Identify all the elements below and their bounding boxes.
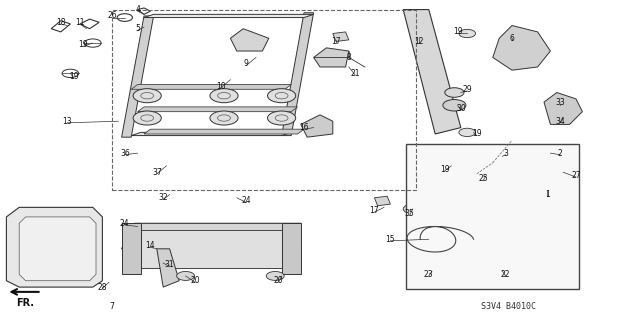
- Text: S3V4 B4010C: S3V4 B4010C: [481, 302, 536, 311]
- Text: 36: 36: [120, 149, 130, 158]
- Text: 8: 8: [346, 53, 351, 62]
- Text: 32: 32: [158, 193, 168, 202]
- Text: 19: 19: [68, 72, 79, 81]
- Text: 24: 24: [120, 219, 130, 228]
- Text: 21: 21: [351, 69, 360, 78]
- Polygon shape: [477, 169, 512, 182]
- Text: 19: 19: [452, 27, 463, 36]
- Circle shape: [445, 88, 464, 97]
- Polygon shape: [134, 230, 294, 268]
- Text: 16: 16: [299, 123, 309, 132]
- Polygon shape: [544, 93, 582, 124]
- Text: 30: 30: [456, 104, 466, 113]
- Text: 19: 19: [472, 130, 482, 138]
- Circle shape: [486, 266, 506, 276]
- Circle shape: [414, 265, 437, 277]
- Polygon shape: [131, 85, 291, 89]
- Polygon shape: [493, 26, 550, 70]
- Polygon shape: [230, 29, 269, 51]
- Text: 5: 5: [135, 24, 140, 33]
- Circle shape: [268, 89, 296, 103]
- Bar: [406, 144, 579, 289]
- Circle shape: [210, 111, 238, 125]
- Text: 18: 18: [56, 18, 65, 27]
- Text: 34: 34: [555, 117, 565, 126]
- Circle shape: [430, 272, 453, 283]
- Circle shape: [133, 111, 161, 125]
- Text: 20: 20: [190, 276, 200, 285]
- Circle shape: [440, 162, 456, 170]
- Text: 1: 1: [545, 190, 550, 199]
- Polygon shape: [157, 249, 179, 287]
- Text: 29: 29: [462, 85, 472, 94]
- Text: 13: 13: [62, 117, 72, 126]
- Text: 31: 31: [164, 260, 175, 269]
- Text: 35: 35: [404, 209, 415, 218]
- Polygon shape: [333, 32, 349, 41]
- Text: 25: 25: [478, 174, 488, 183]
- Polygon shape: [144, 14, 314, 18]
- Text: 19: 19: [78, 40, 88, 49]
- Text: 33: 33: [555, 98, 565, 107]
- Circle shape: [403, 204, 422, 214]
- Text: 37: 37: [152, 168, 162, 177]
- Text: 17: 17: [369, 206, 380, 215]
- Text: 26: 26: [107, 11, 117, 20]
- Circle shape: [459, 29, 476, 38]
- Circle shape: [459, 128, 476, 137]
- Text: 17: 17: [331, 37, 341, 46]
- Text: 11: 11: [76, 18, 84, 27]
- Text: 28: 28: [98, 283, 107, 292]
- Text: FR.: FR.: [17, 298, 35, 308]
- Text: 14: 14: [145, 241, 156, 250]
- Circle shape: [502, 272, 522, 283]
- Polygon shape: [282, 223, 301, 274]
- Bar: [112, 10, 416, 190]
- Circle shape: [210, 89, 238, 103]
- Text: 2: 2: [557, 149, 563, 158]
- Text: 20: 20: [273, 276, 284, 285]
- Polygon shape: [131, 132, 291, 136]
- Polygon shape: [282, 13, 314, 136]
- Polygon shape: [314, 48, 349, 67]
- Circle shape: [268, 111, 296, 125]
- Text: 9: 9: [244, 59, 249, 68]
- Polygon shape: [122, 223, 141, 274]
- Polygon shape: [138, 107, 298, 112]
- Polygon shape: [301, 115, 333, 137]
- Polygon shape: [122, 223, 301, 249]
- Text: 12: 12: [415, 37, 424, 46]
- Text: 27: 27: [571, 171, 581, 180]
- Text: 3: 3: [503, 149, 508, 158]
- Circle shape: [266, 271, 284, 280]
- Polygon shape: [6, 207, 102, 287]
- Polygon shape: [374, 196, 390, 206]
- Text: 4: 4: [135, 5, 140, 14]
- Text: 23: 23: [424, 270, 434, 279]
- Text: 10: 10: [216, 82, 226, 91]
- Polygon shape: [506, 147, 560, 191]
- Polygon shape: [19, 217, 96, 281]
- Text: 7: 7: [109, 302, 115, 311]
- Polygon shape: [403, 10, 461, 134]
- Polygon shape: [144, 129, 304, 134]
- Circle shape: [443, 100, 466, 111]
- Text: 6: 6: [509, 34, 515, 43]
- Text: 19: 19: [440, 165, 450, 174]
- Polygon shape: [122, 16, 154, 137]
- Circle shape: [177, 271, 195, 280]
- Text: 24: 24: [241, 197, 252, 205]
- Text: 22: 22: [501, 270, 510, 279]
- Polygon shape: [490, 152, 506, 161]
- Circle shape: [133, 89, 161, 103]
- Text: 15: 15: [385, 235, 396, 244]
